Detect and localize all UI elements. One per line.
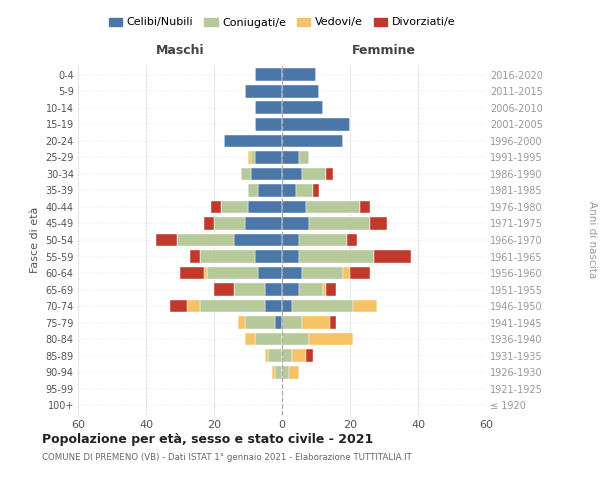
Bar xyxy=(347,234,357,246)
Bar xyxy=(251,151,255,164)
Bar xyxy=(211,200,221,213)
Bar xyxy=(323,283,326,296)
Bar xyxy=(282,118,350,131)
Bar xyxy=(255,332,282,345)
Bar xyxy=(296,184,313,197)
Bar xyxy=(255,151,282,164)
Bar xyxy=(238,316,245,329)
Bar xyxy=(282,184,296,197)
Bar xyxy=(241,168,251,180)
Bar xyxy=(292,349,306,362)
Bar xyxy=(360,200,370,213)
Bar xyxy=(292,300,353,312)
Bar xyxy=(235,234,282,246)
Bar xyxy=(200,300,265,312)
Bar xyxy=(326,283,337,296)
Bar xyxy=(275,316,282,329)
Bar xyxy=(299,151,309,164)
Bar xyxy=(190,250,200,263)
Bar xyxy=(282,349,292,362)
Bar xyxy=(282,266,302,280)
Bar xyxy=(235,283,265,296)
Bar xyxy=(245,85,282,98)
Bar xyxy=(170,300,187,312)
Bar xyxy=(282,283,299,296)
Bar xyxy=(275,366,282,378)
Bar xyxy=(282,332,309,345)
Bar xyxy=(309,217,370,230)
Bar xyxy=(309,332,353,345)
Bar xyxy=(268,349,282,362)
Bar xyxy=(255,68,282,82)
Bar xyxy=(156,234,176,246)
Bar xyxy=(370,217,388,230)
Bar xyxy=(255,118,282,131)
Bar xyxy=(245,332,255,345)
Bar xyxy=(258,184,282,197)
Bar xyxy=(282,102,323,114)
Bar xyxy=(282,68,316,82)
Bar xyxy=(221,200,248,213)
Bar xyxy=(255,250,282,263)
Bar xyxy=(306,349,313,362)
Bar xyxy=(302,266,343,280)
Text: Anni di nascita: Anni di nascita xyxy=(587,202,597,278)
Bar xyxy=(265,283,282,296)
Bar xyxy=(350,266,370,280)
Bar xyxy=(207,266,258,280)
Bar xyxy=(343,266,350,280)
Bar xyxy=(302,168,326,180)
Bar xyxy=(299,250,374,263)
Bar xyxy=(258,266,282,280)
Bar xyxy=(282,134,343,147)
Text: Femmine: Femmine xyxy=(352,44,416,58)
Bar xyxy=(282,217,309,230)
Bar xyxy=(176,234,235,246)
Bar xyxy=(302,316,329,329)
Bar xyxy=(265,300,282,312)
Bar xyxy=(282,316,302,329)
Bar xyxy=(299,283,323,296)
Bar xyxy=(248,200,282,213)
Bar xyxy=(245,316,275,329)
Bar xyxy=(282,250,299,263)
Bar xyxy=(187,300,200,312)
Bar xyxy=(326,168,333,180)
Bar xyxy=(214,283,235,296)
Bar xyxy=(282,85,319,98)
Bar xyxy=(200,250,255,263)
Bar xyxy=(313,184,319,197)
Bar xyxy=(255,102,282,114)
Bar xyxy=(289,366,299,378)
Bar xyxy=(282,168,302,180)
Bar xyxy=(224,134,282,147)
Bar xyxy=(374,250,411,263)
Bar xyxy=(265,349,268,362)
Bar xyxy=(282,151,299,164)
Bar xyxy=(245,217,282,230)
Bar xyxy=(272,366,275,378)
Bar xyxy=(282,234,299,246)
Bar xyxy=(306,200,360,213)
Bar xyxy=(329,316,337,329)
Legend: Celibi/Nubili, Coniugati/e, Vedovi/e, Divorziati/e: Celibi/Nubili, Coniugati/e, Vedovi/e, Di… xyxy=(104,13,460,32)
Bar xyxy=(204,266,207,280)
Bar xyxy=(248,151,251,164)
Text: COMUNE DI PREMENO (VB) - Dati ISTAT 1° gennaio 2021 - Elaborazione TUTTITALIA.IT: COMUNE DI PREMENO (VB) - Dati ISTAT 1° g… xyxy=(42,452,412,462)
Bar xyxy=(180,266,204,280)
Bar xyxy=(248,184,258,197)
Text: Maschi: Maschi xyxy=(155,44,205,58)
Bar xyxy=(282,366,289,378)
Bar xyxy=(282,200,306,213)
Bar xyxy=(299,234,347,246)
Bar xyxy=(282,300,292,312)
Bar xyxy=(251,168,282,180)
Y-axis label: Fasce di età: Fasce di età xyxy=(30,207,40,273)
Bar xyxy=(353,300,377,312)
Bar xyxy=(214,217,245,230)
Bar xyxy=(204,217,214,230)
Text: Popolazione per età, sesso e stato civile - 2021: Popolazione per età, sesso e stato civil… xyxy=(42,432,373,446)
